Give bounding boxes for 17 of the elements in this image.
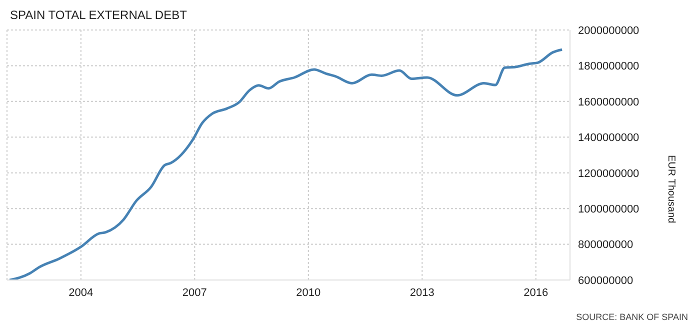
y-tick-label: 1600000000: [578, 96, 640, 108]
y-tick-label: 2000000000: [578, 24, 640, 37]
y-axis-title: EUR Thousand: [665, 155, 676, 224]
x-tick-label: 2016: [524, 286, 548, 299]
x-tick-label: 2010: [296, 286, 321, 299]
source-note: SOURCE: BANK OF SPAIN: [576, 312, 688, 322]
line-series: [8, 48, 564, 280]
chart-title: SPAIN TOTAL EXTERNAL DEBT: [10, 8, 187, 22]
y-tick-label: 1000000000: [578, 203, 640, 216]
y-tick-label: 800000000: [578, 239, 634, 252]
y-tick-label: 1800000000: [578, 60, 640, 73]
x-tick-label: 2007: [182, 286, 207, 299]
x-tick-label: 2013: [410, 286, 434, 299]
y-tick-label: 1200000000: [578, 168, 640, 180]
y-tick-label: 600000000: [578, 274, 634, 287]
x-tick-label: 2004: [68, 286, 94, 299]
y-tick-label: 1400000000: [578, 132, 640, 144]
